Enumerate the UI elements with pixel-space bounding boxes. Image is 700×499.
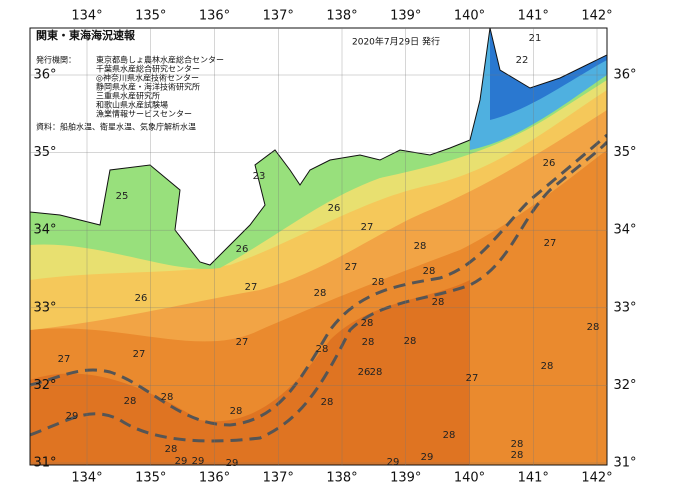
sst-label: 27 <box>245 282 258 293</box>
lon-label: 135° <box>135 9 166 24</box>
sst-label: 29 <box>192 456 205 467</box>
sst-label: 27 <box>544 238 557 249</box>
lat-label: 36° <box>613 68 636 83</box>
issuer-label: 発行機関： <box>36 55 76 65</box>
sst-label: 29 <box>66 411 79 422</box>
lon-label: 138° <box>326 9 357 24</box>
sst-label: 28 <box>443 430 456 441</box>
sst-label: 28 <box>161 392 174 403</box>
lon-label: 136° <box>199 471 230 486</box>
sst-label: 28 <box>314 288 327 299</box>
sst-label: 27 <box>133 349 146 360</box>
sst-label: 28 <box>404 336 417 347</box>
sst-label: 27 <box>466 373 479 384</box>
issuer: ◎神奈川県水産技術センター <box>96 73 199 83</box>
lat-label: 33° <box>613 300 636 315</box>
sst-label: 28 <box>124 396 137 407</box>
issuer: 東京都島しょ農林水産総合センター <box>96 55 224 65</box>
sst-label: 28 <box>541 361 554 372</box>
sst-label: 25 <box>116 191 129 202</box>
lat-label: 35° <box>613 145 636 160</box>
lon-label: 134° <box>71 9 102 24</box>
issuer: 三重県水産研究所 <box>96 91 160 101</box>
lat-label: 31° <box>613 456 636 471</box>
current-edge <box>30 140 607 443</box>
lat-label: 34° <box>613 223 636 238</box>
source-note: 資料：船舶水温、衛星水温、気象庁解析水温 <box>36 122 196 132</box>
lon-label: 141° <box>518 471 549 486</box>
lat-label: 35° <box>33 145 56 160</box>
lat-label: 32° <box>33 378 56 393</box>
map-frame <box>29 27 608 466</box>
sst-label: 27 <box>361 222 374 233</box>
issuer: 和歌山県水産試験場 <box>96 100 168 110</box>
map-area <box>30 28 607 465</box>
sst-label: 26 <box>358 367 371 378</box>
issuer: 漁業情報サービスセンター <box>96 109 192 119</box>
sst-label: 28 <box>511 439 524 450</box>
issuer: 千葉県水産総合研究センター <box>96 64 200 74</box>
sst-label: 28 <box>316 344 329 355</box>
lon-label: 142° <box>581 9 612 24</box>
map-title: 関東・東海海況速報 <box>36 28 136 42</box>
lon-label: 137° <box>263 471 294 486</box>
sst-label: 28 <box>370 367 383 378</box>
lon-label: 139° <box>390 9 421 24</box>
sst-label: 28 <box>362 337 375 348</box>
warm-core <box>30 280 470 465</box>
lon-label: 140° <box>454 9 485 24</box>
sst-label: 28 <box>230 406 243 417</box>
sst-label: 27 <box>236 337 249 348</box>
lat-label: 34° <box>33 223 56 238</box>
sst-label: 29 <box>421 452 434 463</box>
sst-label: 28 <box>361 318 374 329</box>
lon-label: 141° <box>518 9 549 24</box>
lat-label: 32° <box>613 378 636 393</box>
sst-label: 26 <box>543 158 556 169</box>
sst-label: 28 <box>165 444 178 455</box>
sst-label: 28 <box>414 241 427 252</box>
sst-label: 29 <box>387 457 400 468</box>
sst-label: 28 <box>372 277 385 288</box>
sst-label: 28 <box>432 297 445 308</box>
lon-label: 135° <box>135 471 166 486</box>
issue-date: 2020年7月29日 発行 <box>352 36 440 48</box>
lon-label: 137° <box>263 9 294 24</box>
sst-label: 22 <box>516 55 529 66</box>
sst-label: 27 <box>58 354 71 365</box>
lon-label: 138° <box>326 471 357 486</box>
lat-label: 36° <box>33 68 56 83</box>
lat-label: 33° <box>33 300 56 315</box>
sst-label: 26 <box>328 203 341 214</box>
sst-label: 21 <box>529 33 542 44</box>
sst-label: 28 <box>321 397 334 408</box>
sst-label: 28 <box>423 266 436 277</box>
sst-label: 26 <box>135 293 148 304</box>
issuer: 静岡県水産・海洋技術研究所 <box>96 82 200 92</box>
sst-label: 27 <box>345 262 358 273</box>
lon-label: 142° <box>581 471 612 486</box>
lon-label: 139° <box>390 471 421 486</box>
sst-label: 29 <box>226 458 239 469</box>
sst-label: 28 <box>511 450 524 461</box>
lon-label: 136° <box>199 9 230 24</box>
lon-label: 134° <box>71 471 102 486</box>
lon-label: 140° <box>454 471 485 486</box>
sst-label: 29 <box>175 456 188 467</box>
lat-label: 31° <box>33 456 56 471</box>
sst-label: 26 <box>236 244 249 255</box>
sst-label: 28 <box>587 322 600 333</box>
sst-label: 23 <box>253 171 266 182</box>
